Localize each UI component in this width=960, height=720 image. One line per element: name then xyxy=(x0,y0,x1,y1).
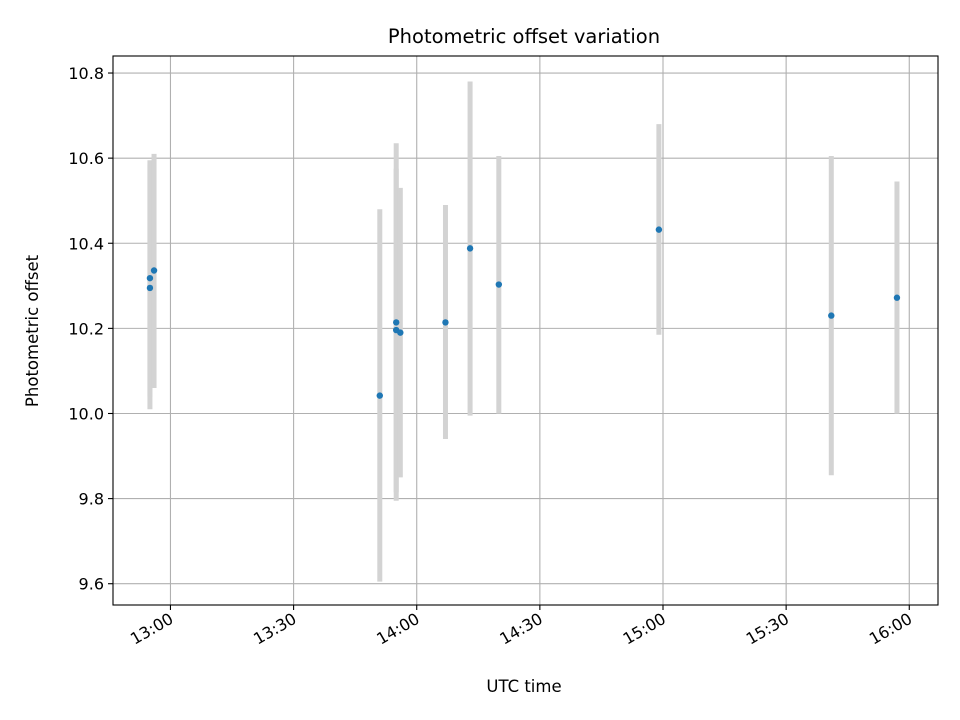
data-point xyxy=(146,274,154,282)
data-points xyxy=(146,226,901,399)
data-point xyxy=(397,329,404,336)
data-point xyxy=(655,226,663,233)
grid-lines xyxy=(113,56,938,605)
data-point xyxy=(146,284,154,292)
y-axis-label: Photometric offset xyxy=(23,254,42,407)
data-point xyxy=(393,319,400,326)
y-tick-label: 10.4 xyxy=(68,234,104,253)
data-point xyxy=(466,245,474,252)
y-tick-label: 10.2 xyxy=(68,319,104,338)
y-tick-label: 10.8 xyxy=(68,64,104,83)
y-tick-label: 9.8 xyxy=(79,490,104,509)
data-point xyxy=(495,281,503,288)
data-point xyxy=(442,319,449,326)
data-point xyxy=(828,312,835,319)
x-axis-label: UTC time xyxy=(486,677,561,696)
y-tick-label: 9.6 xyxy=(79,575,104,594)
y-tick-label: 10.6 xyxy=(68,149,104,168)
chart-title: Photometric offset variation xyxy=(388,25,660,48)
plot-frame xyxy=(112,55,939,606)
data-point xyxy=(150,267,158,274)
data-point xyxy=(893,294,901,301)
y-tick-label: 10.0 xyxy=(68,404,104,423)
data-point xyxy=(376,392,383,399)
